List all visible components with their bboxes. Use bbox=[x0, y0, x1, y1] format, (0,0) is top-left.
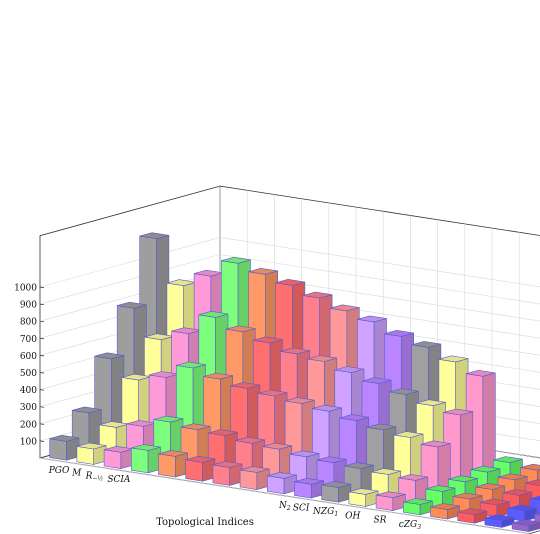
bar-0-2 bbox=[103, 445, 134, 469]
x-tick-label: OH bbox=[345, 511, 360, 521]
grid-line bbox=[39, 254, 540, 305]
bar-0-0 bbox=[49, 434, 80, 461]
bar-3-12 bbox=[443, 408, 474, 493]
x-tick-label: SCI bbox=[293, 503, 310, 513]
grid-line bbox=[39, 271, 540, 322]
axes-layer bbox=[39, 286, 45, 442]
z-tick bbox=[39, 355, 45, 357]
x-tick-label: R−½ bbox=[85, 471, 104, 482]
bar-0-8 bbox=[266, 472, 297, 495]
z-tick-label: 800 bbox=[20, 318, 37, 328]
z-tick-label: 1000 bbox=[14, 284, 37, 294]
x-axis-title: Topological Indices bbox=[156, 517, 254, 528]
bar-0-6 bbox=[212, 461, 243, 486]
z-tick-label: 900 bbox=[20, 301, 37, 311]
bar-0-14 bbox=[430, 503, 461, 520]
grid-line bbox=[39, 237, 540, 288]
z-tick bbox=[39, 389, 45, 391]
bar-0-15 bbox=[457, 508, 488, 524]
z-tick-label: 600 bbox=[20, 352, 37, 362]
x-tick-label: SCIA bbox=[107, 475, 131, 485]
bar-0-13 bbox=[402, 498, 433, 516]
z-tick bbox=[39, 406, 45, 408]
z-tick bbox=[39, 423, 45, 425]
x-tick-label: cZG3 bbox=[399, 520, 421, 531]
z-tick-label: 300 bbox=[20, 403, 37, 413]
z-tick-label: 200 bbox=[20, 420, 37, 430]
z-tick bbox=[39, 303, 45, 306]
x-tick-label: PGO bbox=[48, 466, 70, 476]
bar-0-4 bbox=[158, 450, 188, 478]
bar-0-16 bbox=[484, 514, 515, 528]
bar-0-10 bbox=[321, 481, 352, 503]
x-tick-label: NZG1 bbox=[312, 507, 338, 518]
bar-0-5 bbox=[185, 455, 216, 482]
z-tick bbox=[39, 286, 45, 288]
z-tick bbox=[39, 337, 45, 340]
z-tick-label: 400 bbox=[20, 386, 37, 396]
bars-layer bbox=[49, 232, 540, 532]
x-tick-label: SR bbox=[374, 516, 387, 526]
bar-2-12 bbox=[420, 440, 451, 499]
bar-0-17 bbox=[511, 519, 540, 532]
z-tick-label: 500 bbox=[20, 369, 37, 379]
bar-0-9 bbox=[294, 477, 325, 499]
z-tick-label: 700 bbox=[20, 335, 37, 345]
z-tick bbox=[39, 320, 45, 323]
bar-1-10 bbox=[343, 462, 374, 497]
bar-0-1 bbox=[76, 442, 107, 465]
x-tick-label: N2 bbox=[278, 501, 291, 512]
bar-0-7 bbox=[239, 466, 270, 490]
x-tick-label: M bbox=[71, 469, 82, 479]
bar-0-12 bbox=[375, 491, 406, 511]
z-tick bbox=[39, 440, 45, 442]
grid-line bbox=[39, 457, 530, 534]
z-tick-label: 100 bbox=[20, 437, 37, 447]
bar-1-13 bbox=[425, 485, 456, 509]
bar-0-3 bbox=[131, 444, 161, 474]
bar-0-11 bbox=[348, 488, 379, 507]
z-tick bbox=[39, 372, 45, 374]
